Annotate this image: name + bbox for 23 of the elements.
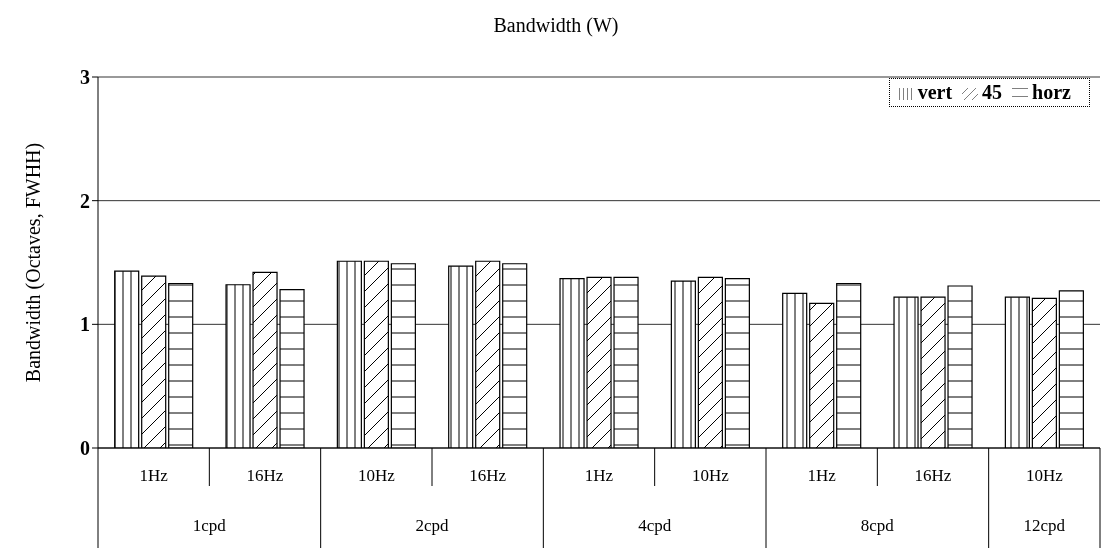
x-tick-label: 16Hz [469,466,507,485]
y-tick-label: 3 [80,66,90,89]
x-tick-label: 1Hz [807,466,837,485]
chart-title: Bandwidth (W) [492,14,620,37]
text: 8cpd [860,516,895,535]
x-tick-label: 10Hz [691,466,730,485]
text: 2cpd [415,516,450,535]
x-tick-label: 1Hz [584,466,614,485]
legend-label: 45 [982,81,1003,103]
x-tick-label: 1Hz [139,466,169,485]
x-tick-label: 10Hz [1025,466,1064,485]
legend-label: horz [1032,81,1071,103]
x-tick-label: 16Hz [914,466,952,485]
x-tick-label: 16Hz [246,466,284,485]
x-tick-label: 10Hz [357,466,396,485]
text: 12cpd [1023,516,1066,535]
text: 1cpd [192,516,227,535]
y-tick-label: 2 [80,189,90,212]
y-axis-title: Bandwidth (Octaves, FWHH) [22,142,46,383]
legend-label: vert [917,81,953,103]
text: 4cpd [638,516,672,535]
y-tick-label: 0 [80,437,90,460]
y-tick-label: 1 [80,313,90,336]
